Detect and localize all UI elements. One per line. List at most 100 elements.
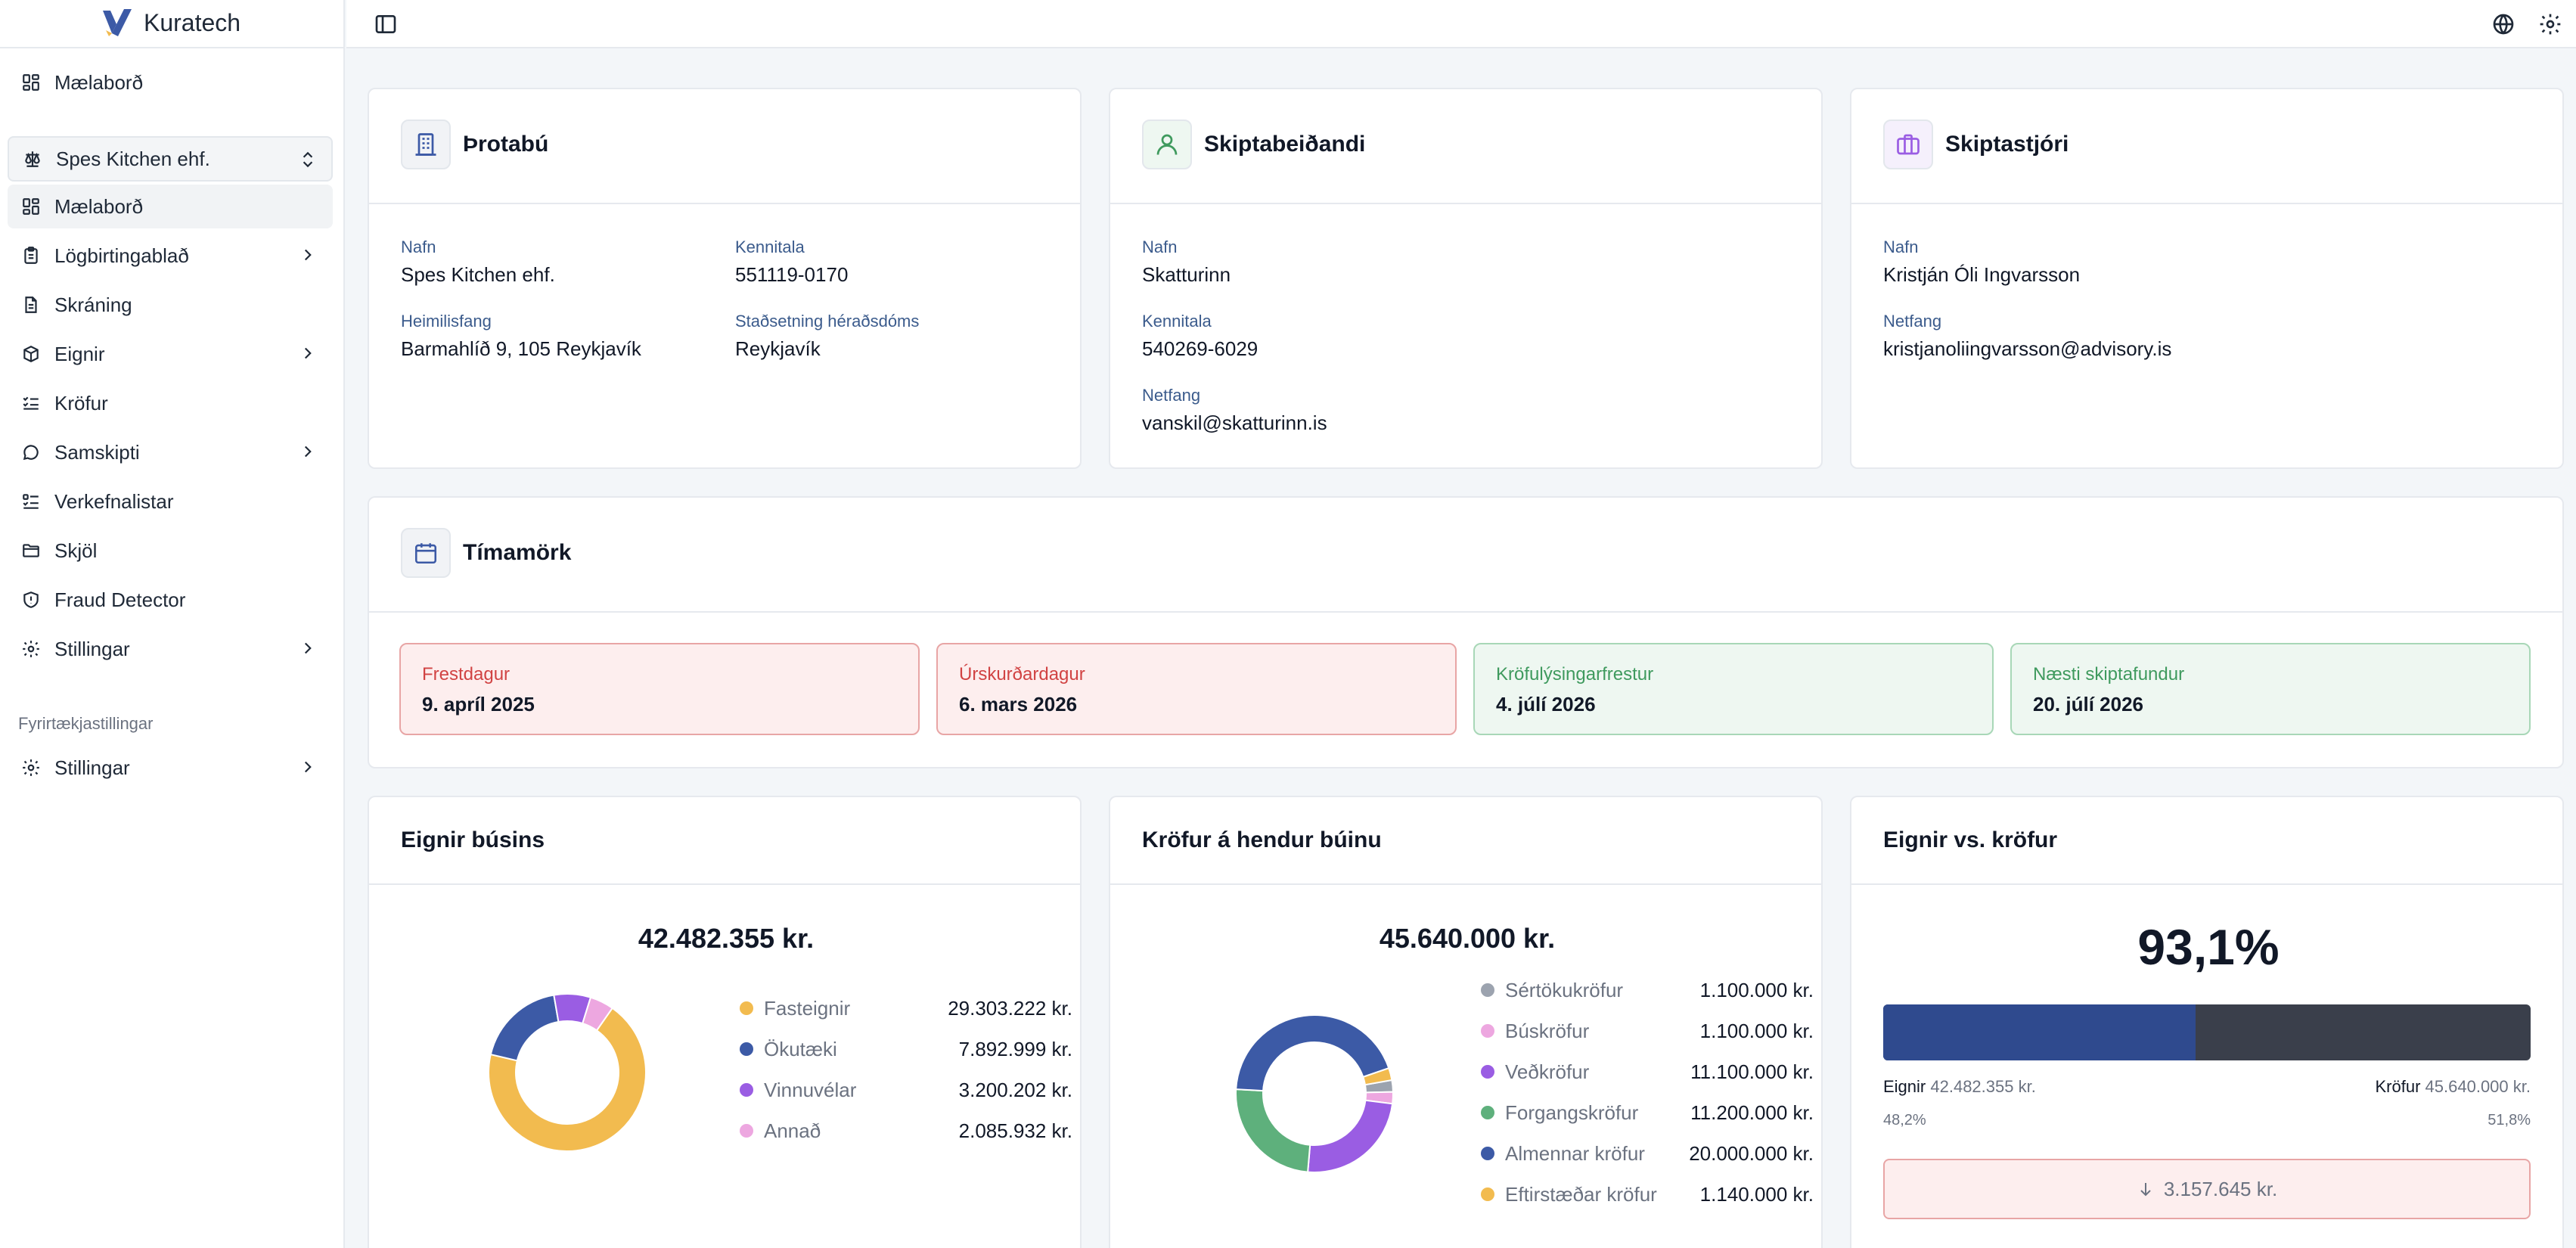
chevron-right-icon	[304, 347, 312, 359]
sidebar-item-0[interactable]: Mælaborð	[8, 185, 333, 228]
assets-slice-0[interactable]	[488, 1007, 647, 1152]
assets-legend-item: Annað 2.085.932 kr.	[740, 1116, 1072, 1147]
legend-name: Vinnuvélar	[764, 1079, 857, 1101]
sidebar-item-2[interactable]: Skráning	[8, 283, 333, 327]
requester-kt-label: Kennitala	[1142, 312, 1212, 331]
comparison-difference: 3.157.645 kr.	[1883, 1159, 2531, 1219]
claims-slice-2[interactable]	[1307, 1099, 1394, 1173]
sidebar-item-4[interactable]: Kröfur	[8, 381, 333, 425]
legend-value: 11.100.000 kr.	[1690, 1060, 1814, 1083]
claims-slice-4[interactable]	[1235, 1014, 1390, 1092]
brand-name: Kuratech	[144, 9, 241, 36]
dashboard-icon	[20, 71, 42, 94]
tasklist-icon	[20, 490, 42, 513]
legend-name: Fasteignir	[764, 997, 851, 1020]
deadline-item-0: Frestdagur 9. apríl 2025	[399, 643, 920, 735]
user-icon	[1142, 120, 1192, 169]
checklist-icon	[20, 392, 42, 414]
comparison-assets-value: 42.482.355 kr.	[1930, 1077, 2036, 1096]
sidebar-item-6[interactable]: Verkefnalistar	[8, 480, 333, 523]
assets-title: Eignir búsins	[401, 827, 545, 852]
assets-legend-item: Vinnuvélar 3.200.202 kr.	[740, 1076, 1072, 1106]
clipboard-icon	[20, 244, 42, 267]
sidebar-item-label: Eignir	[54, 342, 105, 365]
administrator-title: Skiptastjóri	[1945, 132, 2069, 157]
estate-court: Reykjavík	[735, 337, 821, 360]
sidebar-item-top-dashboard[interactable]: Mælaborð	[8, 61, 333, 104]
deadline-label: Næsti skiptafundur	[2033, 664, 2185, 685]
sidebar-item-label: Verkefnalistar	[54, 489, 174, 513]
deadlines-card-header: Tímamörk	[369, 498, 2562, 613]
sidebar-item-label: Fraud Detector	[54, 588, 186, 611]
legend-value: 7.892.999 kr.	[958, 1038, 1072, 1060]
comparison-assets-line: Eignir 42.482.355 kr.	[1883, 1077, 2036, 1097]
claims-legend-item: Sértökukröfur 1.100.000 kr.	[1481, 976, 1814, 1006]
globe-icon[interactable]	[2491, 12, 2515, 36]
comparison-assets-pct: 48,2%	[1883, 1112, 1926, 1128]
claims-slice-3[interactable]	[1235, 1088, 1311, 1173]
legend-name: Forgangskröfur	[1505, 1101, 1639, 1124]
assets-slice-3[interactable]	[581, 996, 614, 1032]
chevron-right-icon	[304, 445, 312, 458]
legend-value: 11.200.000 kr.	[1690, 1101, 1814, 1124]
legend-dot	[1481, 1106, 1494, 1119]
estate-kt-label: Kennitala	[735, 237, 805, 256]
requester-email-label: Netfang	[1142, 386, 1201, 405]
legend-value: 1.140.000 kr.	[1699, 1183, 1814, 1206]
brand[interactable]: Kuratech	[0, 0, 343, 48]
requester-card: Skiptabeiðandi Nafn Skatturinn Kennitala…	[1109, 88, 1823, 469]
comparison-bar	[1883, 1004, 2531, 1060]
deadline-item-2: Kröfulýsingarfrestur 4. júlí 2026	[1473, 643, 1994, 735]
claims-legend-item: Almennar kröfur 20.000.000 kr.	[1481, 1139, 1814, 1169]
legend-name: Búskröfur	[1505, 1020, 1590, 1042]
sidebar-toggle-icon[interactable]	[374, 12, 398, 36]
claims-card: Kröfur á hendur búinu 45.640.000 kr. Sér…	[1109, 796, 1823, 1248]
company-section-label: Fyrirtækjastillingar	[18, 714, 154, 733]
briefcase-icon	[1883, 120, 1933, 169]
sidebar-item-1[interactable]: Lögbirtingablað	[8, 234, 333, 278]
sidebar-item-7[interactable]: Skjöl	[8, 529, 333, 573]
legend-dot	[1481, 983, 1494, 997]
estate-address-label: Heimilisfang	[401, 312, 492, 331]
org-select[interactable]: Spes Kitchen ehf.	[8, 136, 333, 182]
deadline-date: 20. júlí 2026	[2033, 693, 2143, 716]
arrow-down-icon	[2140, 1183, 2151, 1197]
legend-name: Sértökukröfur	[1505, 979, 1624, 1001]
sidebar-item-label: Mælaborð	[54, 194, 144, 218]
requester-name: Skatturinn	[1142, 263, 1231, 286]
estate-kt: 551119-0170	[735, 263, 849, 286]
sidebar-item-9[interactable]: Stillingar	[8, 627, 333, 671]
comparison-card: Eignir vs. kröfur 93,1% Eignir 42.482.35…	[1850, 796, 2564, 1248]
legend-name: Veðkröfur	[1505, 1060, 1590, 1083]
assets-donut-chart	[488, 993, 647, 1152]
folder-icon	[20, 539, 42, 562]
box-icon	[20, 343, 42, 365]
assets-slice-1[interactable]	[489, 994, 560, 1062]
claims-card-header: Kröfur á hendur búinu	[1110, 797, 1821, 885]
gear-icon[interactable]	[2538, 12, 2562, 36]
requester-email[interactable]: vanskil@skatturinn.is	[1142, 411, 1327, 434]
claims-title: Kröfur á hendur búinu	[1142, 827, 1382, 852]
estate-name: Spes Kitchen ehf.	[401, 263, 555, 286]
comparison-claims-pct: 51,8%	[2488, 1112, 2531, 1128]
shield-icon	[20, 588, 42, 611]
sidebar-item-3[interactable]: Eignir	[8, 332, 333, 376]
requester-card-header: Skiptabeiðandi	[1110, 89, 1821, 204]
gear-icon	[20, 638, 42, 660]
comparison-card-header: Eignir vs. kröfur	[1851, 797, 2562, 885]
claims-slice-5[interactable]	[1362, 1066, 1393, 1086]
sidebar-item-company-settings[interactable]: Stillingar	[8, 746, 333, 790]
sidebar: Kuratech Mælaborð Spes Kitchen ehf. Mæla…	[0, 0, 345, 1248]
deadline-date: 6. mars 2026	[959, 693, 1078, 716]
sidebar-item-8[interactable]: Fraud Detector	[8, 578, 333, 622]
estate-title: Þrotabú	[463, 132, 549, 157]
sidebar-item-label: Skjöl	[54, 539, 98, 562]
assets-legend-item: Ökutæki 7.892.999 kr.	[740, 1035, 1072, 1065]
sidebar-item-5[interactable]: Samskipti	[8, 430, 333, 474]
administrator-email[interactable]: kristjanoliingvarsson@advisory.is	[1883, 337, 2172, 360]
assets-card: Eignir búsins 42.482.355 kr. Fasteignir 2…	[368, 796, 1082, 1248]
legend-value: 1.100.000 kr.	[1699, 1020, 1814, 1042]
topbar	[346, 0, 2576, 48]
claims-legend-item: Forgangskröfur 11.200.000 kr.	[1481, 1098, 1814, 1128]
administrator-card-header: Skiptastjóri	[1851, 89, 2562, 204]
